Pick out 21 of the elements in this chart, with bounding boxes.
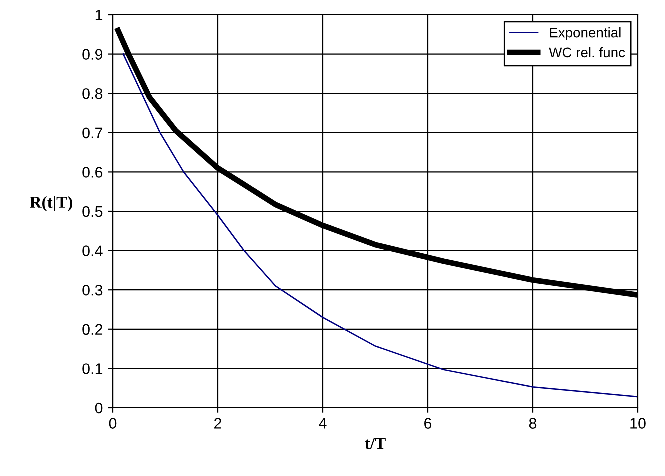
x-tick-label: 6 <box>424 418 432 429</box>
legend-label: WC rel. func <box>549 47 626 58</box>
x-tick-label: 10 <box>630 418 646 429</box>
y-tick-label: 0.8 <box>82 88 103 100</box>
x-tick-label: 8 <box>529 418 537 429</box>
y-tick-label: 0.6 <box>82 167 103 178</box>
legend-label: Exponential <box>550 28 621 40</box>
x-tick-label: 0 <box>109 418 117 429</box>
y-tick-label: 0.5 <box>82 206 103 218</box>
y-tick-label: 0.4 <box>82 246 103 256</box>
y-tick-label: 0.1 <box>82 364 103 374</box>
y-axis-title: R(t|T) <box>30 196 72 212</box>
y-tick-label: 0.9 <box>82 49 103 60</box>
x-tick-label: 4 <box>319 418 327 429</box>
y-tick-label: 1 <box>96 10 103 21</box>
x-axis-title: t/T <box>365 438 386 450</box>
x-tick-label: 2 <box>214 418 222 429</box>
y-tick-label: 0.7 <box>82 128 103 139</box>
y-tick-label: 0 <box>95 402 103 414</box>
y-tick-label: 0.3 <box>82 284 103 296</box>
y-tick-label: 0.2 <box>82 324 103 336</box>
